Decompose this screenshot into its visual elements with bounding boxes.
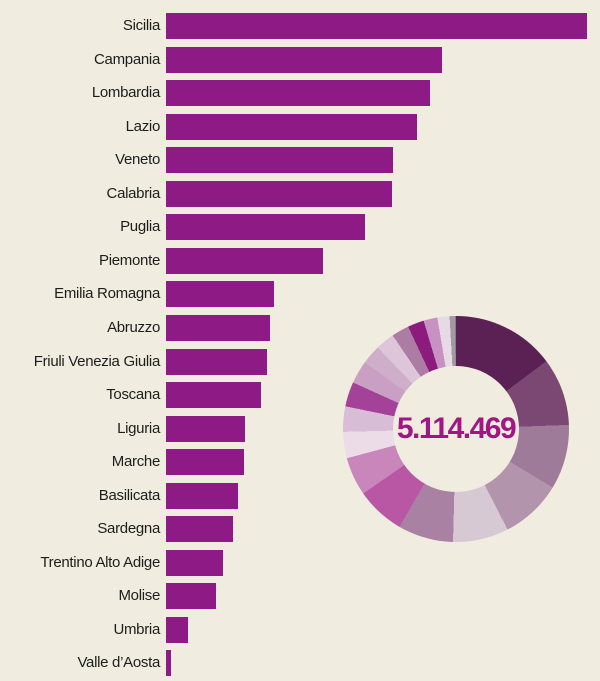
region-bar <box>166 180 392 207</box>
region-bar <box>166 616 188 643</box>
bar-row: Marche <box>0 449 600 476</box>
region-bar <box>166 281 274 308</box>
regions-donut-chart: 5.114.469 <box>343 316 569 542</box>
region-bar <box>166 80 430 107</box>
region-label: Emilia Romagna <box>54 285 160 303</box>
donut-hole: 5.114.469 <box>393 366 519 492</box>
region-label: Friuli Venezia Giulia <box>33 352 161 370</box>
bar-row: Basilicata <box>0 482 600 509</box>
region-label: Lazio <box>125 117 161 135</box>
bar-row: Sardegna <box>0 516 600 543</box>
region-label: Piemonte <box>99 251 160 269</box>
region-bar <box>166 415 245 442</box>
region-bar <box>166 247 323 274</box>
region-label: Umbria <box>113 620 160 638</box>
bar-row: Umbria <box>0 616 600 643</box>
bar-row: Calabria <box>0 180 600 207</box>
region-label: Marche <box>111 453 161 471</box>
bar-row: Liguria <box>0 415 600 442</box>
bar-row: Piemonte <box>0 247 600 274</box>
region-label: Veneto <box>115 151 160 169</box>
region-bar <box>166 650 171 677</box>
bar-row: Lazio <box>0 113 600 140</box>
bar-row: Puglia <box>0 214 600 241</box>
region-bar <box>166 348 267 375</box>
bar-row: Veneto <box>0 147 600 174</box>
region-label: Puglia <box>120 218 160 236</box>
region-bar <box>166 46 442 73</box>
region-bar <box>166 382 261 409</box>
region-label: Molise <box>118 587 160 605</box>
bar-row: Molise <box>0 583 600 610</box>
bar-row: Valle d’Aosta <box>0 650 600 677</box>
region-bar <box>166 516 233 543</box>
region-label: Calabria <box>106 184 161 202</box>
region-label: Basilicata <box>98 486 161 504</box>
bar-row: Friuli Venezia Giulia <box>0 348 600 375</box>
region-label: Valle d’Aosta <box>77 654 160 672</box>
region-label: Abruzzo <box>107 318 160 336</box>
bar-row: Sicilia <box>0 13 600 39</box>
region-label: Sardegna <box>97 520 160 538</box>
region-bar <box>166 482 238 509</box>
bar-row: Lombardia <box>0 80 600 107</box>
region-label: Toscana <box>106 386 160 404</box>
donut-total-label: 5.114.469 <box>396 412 517 445</box>
region-label: Sicilia <box>122 17 160 34</box>
region-bar <box>166 214 365 241</box>
region-bar <box>166 549 223 576</box>
region-label: Liguria <box>117 419 160 437</box>
region-bar <box>166 113 417 140</box>
bar-row: Emilia Romagna <box>0 281 600 308</box>
bar-row: Campania <box>0 46 600 73</box>
bar-row: Abruzzo <box>0 314 600 341</box>
region-bar <box>166 147 393 174</box>
region-label: Campania <box>94 50 160 68</box>
region-bar <box>166 314 270 341</box>
bar-row: Toscana <box>0 382 600 409</box>
region-label: Lombardia <box>91 84 160 102</box>
region-bar <box>166 449 244 476</box>
region-bar <box>166 583 216 610</box>
region-label: Trentino Alto Adige <box>40 553 160 571</box>
bar-row: Trentino Alto Adige <box>0 549 600 576</box>
region-bar <box>166 13 587 39</box>
